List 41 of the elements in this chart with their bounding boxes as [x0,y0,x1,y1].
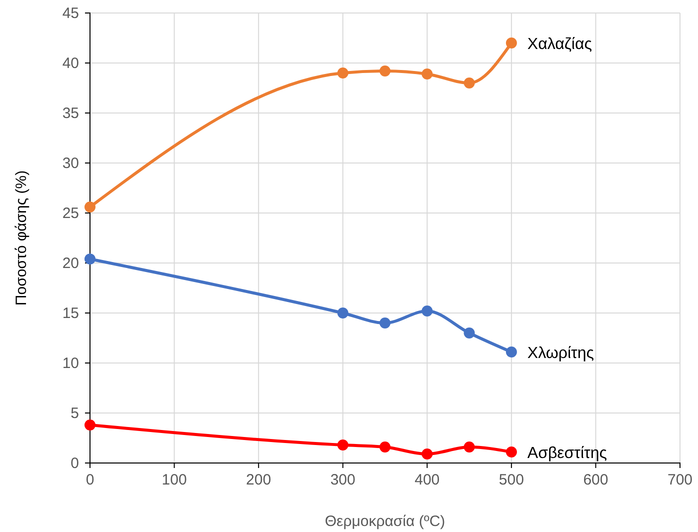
point [422,68,433,80]
x-tick-label: 700 [667,472,693,489]
y-tick-label: 0 [70,454,79,472]
point [422,448,433,460]
y-tick-label: 25 [62,204,79,222]
point [380,66,390,76]
x-axis-title: Θερμοκρασία (ºC) [324,513,446,530]
x-tick-label: 500 [498,472,524,489]
point [506,38,517,48]
x-tick-label: 600 [583,472,608,489]
x-tick-label: 200 [246,472,272,489]
point [464,78,475,88]
y-axis-title: Ποσοστό φάσης (%) [13,170,30,306]
point [380,442,390,452]
point [84,420,96,430]
series-label: Χαλαζίας [527,36,592,53]
point [506,346,517,358]
x-tick-label: 400 [414,472,440,489]
y-tick-label: 10 [62,354,79,372]
y-tick-label: 5 [70,404,79,422]
point [84,254,96,264]
y-tick-label: 30 [62,154,79,172]
y-tick-label: 20 [62,254,79,272]
y-tick-label: 45 [62,4,79,22]
point [380,318,390,328]
point [422,306,433,316]
point [84,202,96,212]
series-label: Χλωρίτης [527,345,594,362]
point [337,308,348,318]
y-tick-label: 40 [62,54,79,72]
series-label: Ασβεστίτης [527,445,608,462]
x-tick-label: 300 [330,472,356,489]
point [464,442,475,452]
y-tick-label: 35 [62,104,79,122]
point [506,446,517,458]
y-tick-label: 15 [62,304,79,322]
point [337,440,348,450]
point [464,328,475,338]
point [337,68,348,78]
x-tick-label: 100 [162,472,187,489]
x-tick-label: 0 [86,472,94,489]
